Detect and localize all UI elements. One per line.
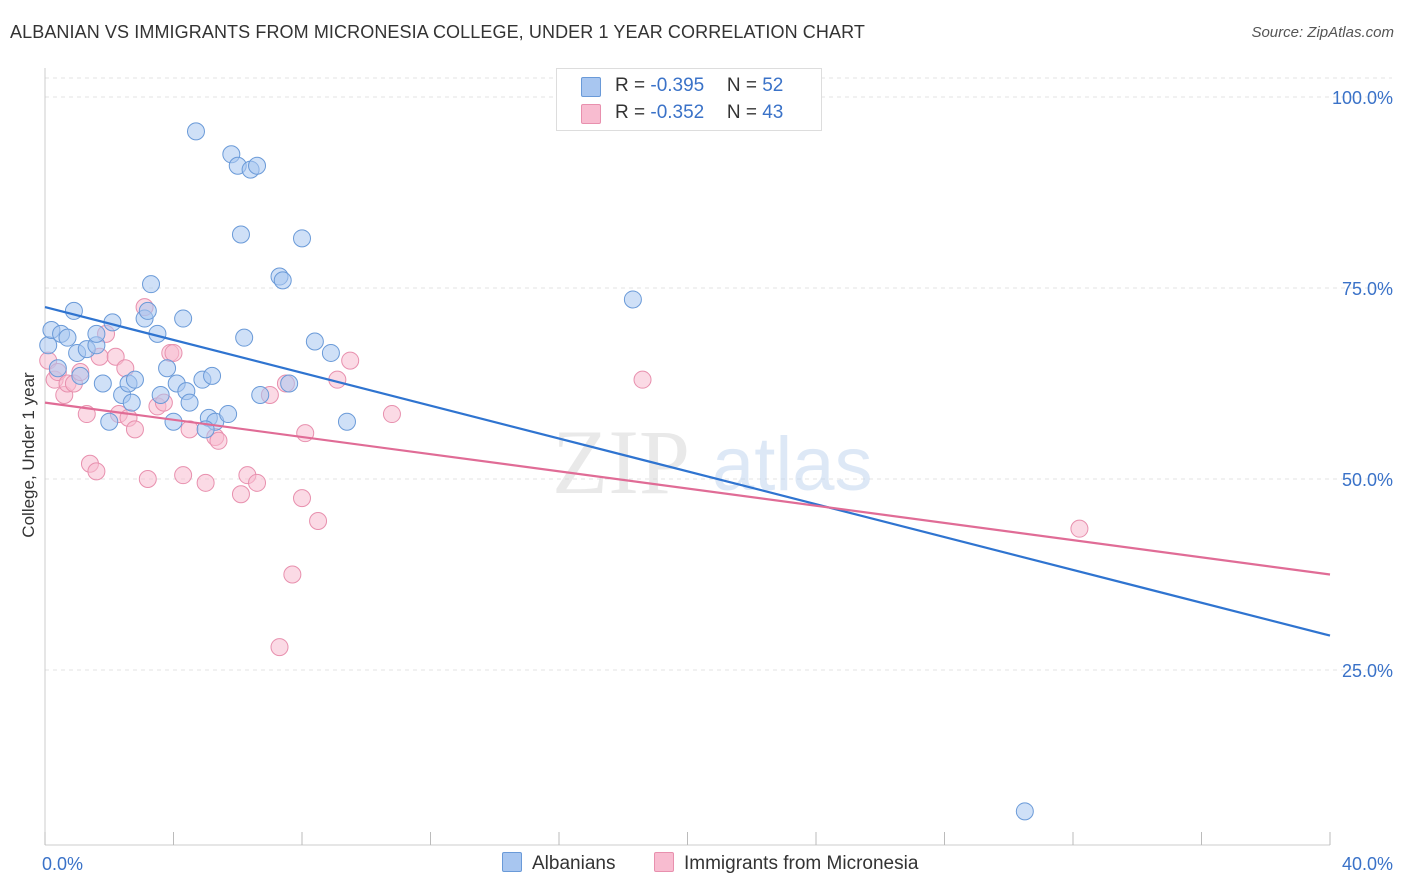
data-point bbox=[231, 225, 250, 244]
data-point bbox=[164, 343, 183, 362]
data-point bbox=[337, 412, 356, 431]
data-point bbox=[248, 473, 267, 492]
legend-r-label: R = bbox=[615, 102, 651, 123]
x-tick-label: 40.0% bbox=[1342, 854, 1393, 874]
legend-n-value-albanians: 52 bbox=[762, 75, 784, 96]
series-albanians-points bbox=[39, 122, 1034, 821]
trendline bbox=[44, 401, 1331, 576]
legend-swatch-micronesia bbox=[581, 104, 601, 124]
watermark-atlas: atlas bbox=[712, 422, 873, 507]
source-label: Source: ZipAtlas.com bbox=[1251, 24, 1394, 41]
y-tick-label: 50.0% bbox=[1342, 470, 1393, 490]
bottom-legend-micronesia: Immigrants from Micronesia bbox=[654, 852, 918, 875]
data-point bbox=[273, 271, 292, 290]
y-tick-label: 75.0% bbox=[1342, 279, 1393, 299]
bottom-legend-albanians: Albanians bbox=[502, 852, 615, 875]
data-point bbox=[93, 374, 112, 393]
legend-n-label: N = bbox=[726, 102, 763, 123]
watermark-zip: ZIP bbox=[552, 411, 690, 513]
data-point bbox=[341, 351, 360, 370]
data-point bbox=[138, 301, 157, 320]
data-point bbox=[106, 347, 125, 366]
data-point bbox=[138, 470, 157, 488]
data-point bbox=[174, 309, 193, 328]
watermark: ZIP atlas bbox=[552, 411, 873, 513]
data-point bbox=[125, 370, 144, 389]
data-point bbox=[158, 359, 177, 378]
y-tick-labels: 100.0% 75.0% 50.0% 25.0% bbox=[1332, 88, 1393, 681]
data-point bbox=[382, 405, 401, 424]
legend-r-label: R = bbox=[615, 75, 651, 96]
bottom-legend-swatch-micronesia bbox=[654, 852, 674, 872]
data-point bbox=[180, 393, 199, 412]
legend-n-value-micronesia: 43 bbox=[762, 102, 784, 123]
data-point bbox=[1015, 802, 1034, 821]
data-point bbox=[293, 229, 311, 248]
data-point bbox=[100, 412, 119, 431]
chart-title: ALBANIAN VS IMMIGRANTS FROM MICRONESIA C… bbox=[10, 22, 865, 42]
series-micronesia-points bbox=[39, 298, 1089, 657]
data-point bbox=[48, 359, 67, 378]
data-point bbox=[251, 385, 270, 404]
data-point bbox=[305, 332, 324, 351]
y-tick-label: 25.0% bbox=[1342, 661, 1393, 681]
bottom-legend-label-albanians: Albanians bbox=[532, 853, 616, 874]
y-tick-label: 100.0% bbox=[1332, 88, 1393, 108]
legend-n-label: N = bbox=[726, 75, 763, 96]
data-point bbox=[1070, 519, 1089, 538]
correlation-legend: R = -0.395 N = 52 R = -0.352 N = 43 bbox=[556, 68, 822, 131]
data-point bbox=[196, 473, 215, 492]
data-point bbox=[87, 324, 106, 343]
data-point bbox=[633, 370, 652, 389]
data-point bbox=[309, 512, 328, 531]
bottom-legend-swatch-albanians bbox=[502, 852, 522, 872]
x-tick-labels: 0.0% 40.0% bbox=[42, 854, 1393, 874]
data-point bbox=[142, 275, 161, 294]
data-point bbox=[623, 290, 642, 309]
data-point bbox=[293, 489, 311, 508]
legend-r-value-micronesia: -0.352 bbox=[650, 102, 705, 123]
x-tick-label: 0.0% bbox=[42, 854, 83, 874]
data-point bbox=[164, 412, 183, 431]
legend-swatch-albanians bbox=[581, 77, 601, 97]
data-point bbox=[151, 385, 170, 404]
y-axis-label: College, Under 1 year bbox=[19, 372, 38, 538]
data-point bbox=[270, 638, 289, 657]
data-point bbox=[231, 485, 250, 504]
data-point bbox=[248, 156, 267, 175]
data-point bbox=[321, 343, 340, 362]
trendlines bbox=[44, 306, 1331, 637]
data-point bbox=[58, 328, 77, 347]
data-point bbox=[283, 565, 302, 584]
data-point bbox=[209, 431, 228, 450]
data-point bbox=[280, 374, 299, 393]
data-point bbox=[174, 466, 193, 485]
data-point bbox=[186, 122, 205, 141]
data-point bbox=[203, 366, 222, 385]
data-point bbox=[122, 393, 141, 412]
legend-r-value-albanians: -0.395 bbox=[650, 75, 705, 96]
data-point bbox=[71, 366, 90, 385]
data-point bbox=[219, 405, 238, 424]
data-point bbox=[87, 462, 106, 481]
x-axis-ticks bbox=[44, 832, 1331, 845]
data-point bbox=[235, 328, 254, 347]
bottom-legend-label-micronesia: Immigrants from Micronesia bbox=[684, 853, 919, 874]
trendline bbox=[44, 306, 1331, 637]
data-point bbox=[125, 420, 144, 439]
